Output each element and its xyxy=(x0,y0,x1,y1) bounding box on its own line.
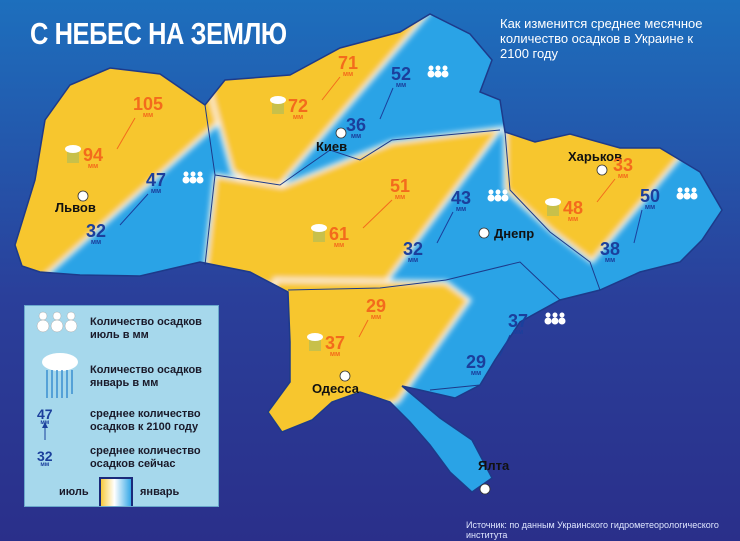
trend-arrow-icon xyxy=(116,117,136,150)
legend-current-text: среднее количество осадков сейчас xyxy=(90,445,201,470)
rain-cloud-icon xyxy=(307,333,323,351)
city-yalta: Ялта xyxy=(478,458,510,473)
snowman-icon xyxy=(427,65,449,78)
precip-value-current: 29 мм xyxy=(466,352,487,377)
trend-arrow-icon xyxy=(596,178,616,203)
precip-value-current: 37 мм xyxy=(325,333,346,358)
rain-cloud-icon xyxy=(270,96,286,114)
region-borders xyxy=(204,104,601,391)
precip-value-current: 32 мм xyxy=(86,221,107,246)
subtitle: Как изменится среднее месячное количеств… xyxy=(500,16,703,61)
city-lviv: Львов xyxy=(55,200,96,215)
precip-value-future: 105 мм xyxy=(133,94,164,119)
precip-value-future: 43 мм xyxy=(451,188,472,213)
precip-value-current: 48 мм xyxy=(563,198,584,223)
precip-value-future: 33 мм xyxy=(613,155,634,180)
legend: Количество осадков июль в мм Количество … xyxy=(24,305,219,507)
precip-value-future: 37 мм xyxy=(508,311,529,336)
legend-snowman-text: Количество осадков июль в мм xyxy=(90,316,202,341)
trend-arrow-icon xyxy=(321,76,341,101)
trend-arrow-icon xyxy=(379,87,394,120)
trend-arrow-icon xyxy=(436,211,454,244)
city-dnipro: Днепр xyxy=(494,226,535,241)
trend-arrow-icon xyxy=(499,334,511,357)
city-dots xyxy=(77,127,608,495)
city-kyiv: Киев xyxy=(316,139,348,154)
trend-arrow-icon xyxy=(358,319,369,338)
snowman-icon xyxy=(182,171,204,184)
trend-arrow-icon xyxy=(633,209,643,244)
precip-value-future: 71 мм xyxy=(338,53,359,78)
precip-value-current: 36 мм xyxy=(346,115,367,140)
snowman-icon xyxy=(487,189,509,202)
precip-value-current: 38 мм xyxy=(600,239,621,264)
gradient-swatch xyxy=(99,477,133,506)
legend-current-value: 32 мм xyxy=(37,448,53,468)
rain-cloud-icon xyxy=(545,198,561,216)
precip-value-future: 50 мм xyxy=(640,186,661,211)
city-kharkiv: Харьков xyxy=(568,149,623,164)
snowman-icon xyxy=(676,187,698,200)
legend-july: июль xyxy=(59,486,89,498)
legend-january: январь xyxy=(140,486,180,498)
precip-value-current: 94 мм xyxy=(83,145,104,170)
snowman-icon xyxy=(544,312,566,325)
precip-value-future: 47 мм xyxy=(146,170,167,195)
legend-future-text: среднее количество осадков к 2100 году xyxy=(90,408,201,433)
source-note: Источник: по данным Украинского гидромет… xyxy=(466,520,719,540)
precip-value-future: 29 мм xyxy=(366,296,387,321)
snowman-icon xyxy=(36,311,78,333)
page-title: С НЕБЕС НА ЗЕМЛЮ xyxy=(30,16,287,51)
rain-cloud-icon xyxy=(311,224,327,242)
precip-value-current: 61 мм xyxy=(329,224,350,249)
precip-value-future: 51 мм xyxy=(390,176,411,201)
trend-arrow-icon xyxy=(119,193,149,226)
city-odesa: Одесса xyxy=(312,381,359,396)
rain-cloud-icon xyxy=(42,353,78,398)
trend-arrow-icon xyxy=(362,199,393,229)
legend-future-value: 47 мм xyxy=(37,406,53,426)
precip-value-current: 32 мм xyxy=(403,239,424,264)
precip-value-current: 72 мм xyxy=(288,96,309,121)
precip-value-future: 52 мм xyxy=(391,64,412,89)
rain-cloud-icon xyxy=(65,145,81,163)
legend-cloud-text: Количество осадков январь в мм xyxy=(90,364,202,389)
